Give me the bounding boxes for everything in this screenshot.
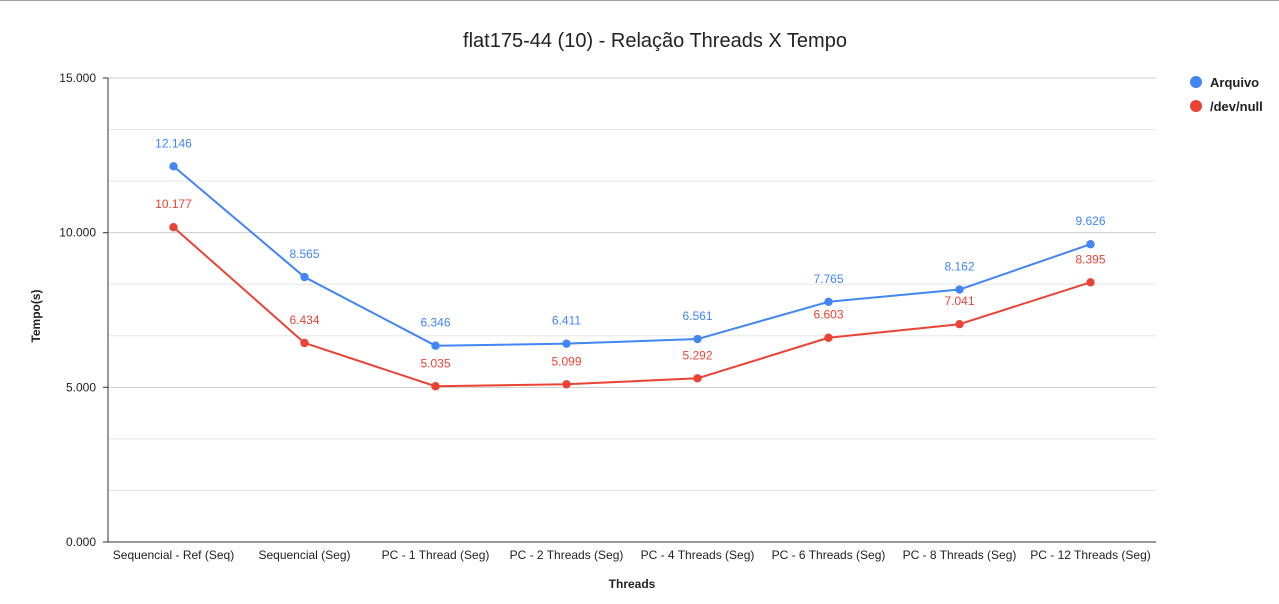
series-line [172, 165, 1091, 347]
data-point [431, 341, 440, 350]
legend-label: Arquivo [1210, 74, 1260, 90]
data-label: 6.411 [552, 314, 581, 328]
data-label: 8.162 [944, 260, 974, 274]
top-border [0, 0, 1279, 1]
x-tick-label: PC - 4 Threads (Seg) [641, 548, 755, 562]
data-label: 7.765 [813, 272, 843, 286]
data-label: 6.561 [682, 309, 712, 323]
data-label: 10.177 [155, 197, 192, 211]
data-point [1086, 278, 1095, 287]
legend-marker-icon [1190, 76, 1202, 88]
data-label: 8.565 [289, 247, 319, 261]
x-tick-label: Sequencial (Seg) [258, 548, 350, 562]
data-point [824, 297, 833, 307]
data-point [1086, 240, 1095, 249]
legend-marker-icon [1190, 100, 1202, 112]
x-tick-label: PC - 2 Threads (Seg) [510, 548, 624, 562]
data-point [300, 272, 309, 282]
data-point [955, 319, 964, 329]
data-point [955, 285, 964, 294]
data-point [693, 374, 702, 383]
data-point [431, 382, 440, 391]
legend[interactable]: Arquivo /dev/null [1190, 70, 1263, 118]
legend-item-dev-null[interactable]: /dev/null [1190, 94, 1263, 118]
data-label: 5.099 [551, 354, 581, 368]
data-point [169, 222, 178, 232]
data-point [300, 338, 309, 348]
legend-label: /dev/null [1210, 98, 1263, 114]
data-label: 9.626 [1075, 214, 1105, 228]
y-tick-label: 5.000 [66, 380, 96, 394]
x-tick-label: PC - 8 Threads (Seg) [903, 548, 1017, 562]
x-tick-label: Sequencial - Ref (Seq) [113, 548, 234, 562]
data-point [824, 333, 833, 342]
x-tick-label: PC - 1 Thread (Seg) [382, 548, 490, 562]
data-label: 12.146 [155, 136, 192, 150]
data-point [562, 380, 571, 389]
data-label: 6.346 [420, 316, 450, 330]
series-line [172, 226, 1091, 388]
data-point [169, 162, 178, 171]
y-tick-label: 0.000 [66, 535, 96, 549]
x-tick-label: PC - 6 Threads (Seg) [772, 548, 886, 562]
data-point [693, 334, 702, 344]
data-label: 5.292 [682, 348, 712, 362]
data-point [562, 339, 571, 348]
x-tick-label: PC - 12 Threads (Seg) [1030, 548, 1151, 562]
data-label: 5.035 [420, 356, 450, 370]
legend-item-arquivo[interactable]: Arquivo [1190, 70, 1263, 94]
data-label: 6.434 [289, 313, 319, 327]
x-axis-label: Threads [608, 577, 656, 591]
data-label: 8.395 [1075, 252, 1105, 266]
data-label: 7.041 [944, 294, 974, 308]
data-label: 6.603 [813, 308, 843, 322]
chart-title: flat175-44 (10) - Relação Threads X Temp… [463, 30, 847, 52]
y-tick-label: 10.000 [59, 226, 96, 240]
y-tick-label: 15.000 [59, 71, 96, 85]
